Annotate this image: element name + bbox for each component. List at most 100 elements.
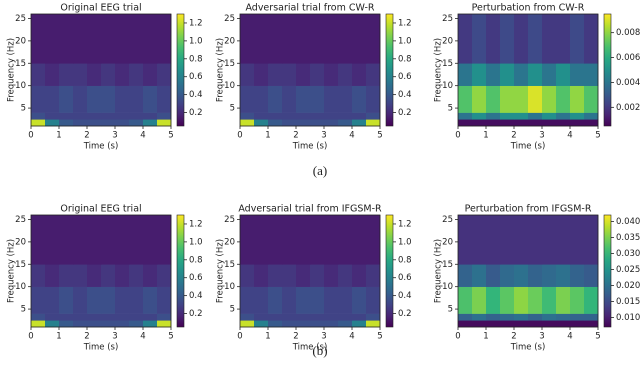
plot-frame — [239, 214, 381, 328]
heatmap-cell — [324, 63, 339, 86]
heatmap-cell — [366, 112, 381, 120]
heatmap-cell — [514, 286, 529, 314]
y-axis-label: Frequency (Hz) — [434, 38, 444, 102]
heatmap-cell — [115, 320, 130, 328]
heatmap-cell — [73, 85, 88, 113]
x-tick-label: 1 — [56, 332, 61, 342]
heatmap-cell — [556, 119, 571, 127]
heatmap-cell — [542, 215, 557, 265]
colorbar-tick-label: 1.0 — [398, 36, 412, 46]
heatmap-cell — [157, 313, 172, 321]
heatmap-cell — [129, 313, 144, 321]
heatmap-cell — [570, 215, 585, 265]
heatmap-cell — [115, 112, 130, 120]
colorbar-tick-label: 0.8 — [398, 255, 412, 265]
heatmap-cell — [59, 14, 74, 64]
heatmap-cell — [115, 63, 130, 86]
heatmap-cell — [73, 313, 88, 321]
x-tick-label: 3 — [539, 131, 544, 141]
y-axis-label: Frequency (Hz) — [7, 239, 17, 303]
heatmap-cell — [254, 286, 269, 314]
heatmap-cell — [129, 215, 144, 265]
heatmap-cell — [45, 313, 60, 321]
heatmap-cell — [458, 320, 473, 328]
heatmap-cell — [486, 63, 501, 86]
heatmap-cell — [584, 215, 599, 265]
heatmap-cell — [338, 215, 353, 265]
heatmap-cell — [268, 286, 283, 314]
heatmap-cell — [87, 313, 102, 321]
heatmap-cell — [45, 215, 60, 265]
heatmap-cell — [115, 119, 130, 127]
colorbar — [603, 214, 612, 328]
y-tick-label: 15 — [15, 59, 26, 69]
heatmap-cell — [73, 112, 88, 120]
heatmap-cell — [310, 112, 325, 120]
heatmap-cell — [500, 313, 515, 321]
heatmap-cell — [366, 215, 381, 265]
x-tick-label: 5 — [595, 332, 600, 342]
heatmap-cell — [296, 320, 311, 328]
heatmap-cell — [129, 286, 144, 314]
heatmap-cell — [268, 85, 283, 113]
heatmap-cell — [268, 63, 283, 86]
heatmap-cell — [157, 286, 172, 314]
heatmap-cell — [268, 215, 283, 265]
heatmap-cell — [296, 85, 311, 113]
heatmap-cell — [310, 313, 325, 321]
heatmap-cell — [45, 112, 60, 120]
heatmap-cell — [514, 313, 529, 321]
heatmap-cell — [458, 286, 473, 314]
heatmap-cell — [486, 264, 501, 287]
heatmap-cell — [542, 119, 557, 127]
heatmap-cell — [282, 85, 297, 113]
heatmap-cell — [282, 215, 297, 265]
heatmap-cell — [240, 264, 255, 287]
heatmap-cell — [254, 264, 269, 287]
heatmap-cell — [73, 264, 88, 287]
heatmap-cell — [500, 119, 515, 127]
heatmap-cell — [268, 264, 283, 287]
heatmap-cell — [240, 14, 255, 64]
y-axis-label: Frequency (Hz) — [7, 38, 17, 102]
colorbar-tick-label: 0.4 — [189, 90, 203, 100]
heatmap-cell — [324, 313, 339, 321]
colorbar-tick-label: 0.025 — [616, 265, 640, 275]
colorbar-tick-label: 0.2 — [189, 309, 203, 319]
heatmap-cell — [486, 85, 501, 113]
heatmap-cell — [486, 119, 501, 127]
heatmap-cell — [366, 313, 381, 321]
heatmap-cell — [352, 215, 367, 265]
heatmap-cell — [143, 320, 158, 328]
x-tick-label: 2 — [84, 131, 89, 141]
heatmap-cell — [556, 264, 571, 287]
colorbar-tick-label: 0.020 — [616, 281, 640, 291]
heatmap-cell — [282, 320, 297, 328]
y-tick-label: 10 — [442, 81, 453, 91]
x-tick-label: 2 — [293, 332, 298, 342]
heatmap-cell — [338, 85, 353, 113]
heatmap-cell — [73, 320, 88, 328]
colorbar-tick-label: 0.4 — [398, 291, 412, 301]
heatmap-cell — [310, 215, 325, 265]
heatmap-cell — [338, 320, 353, 328]
heatmap-cell — [486, 215, 501, 265]
x-axis-label: Time (s) — [510, 142, 546, 152]
heatmap-cell — [296, 286, 311, 314]
heatmap-cell — [338, 112, 353, 120]
heatmap-cell — [157, 119, 172, 127]
heatmap-cell — [129, 119, 144, 127]
y-tick-label: 25 — [442, 14, 453, 24]
colorbar-tick-label: 1.2 — [189, 219, 203, 229]
heatmap-cell — [157, 112, 172, 120]
heatmap-cell — [514, 14, 529, 64]
heatmap-cell — [472, 286, 487, 314]
heatmap-cell — [115, 264, 130, 287]
heatmap-cell — [254, 119, 269, 127]
heatmap-cell — [129, 320, 144, 328]
heatmap-cell — [282, 112, 297, 120]
heatmap-cell — [240, 119, 255, 127]
colorbar-tick-label: 1.2 — [398, 219, 412, 229]
y-tick-label: 15 — [442, 260, 453, 270]
heatmap-cell — [101, 63, 116, 86]
